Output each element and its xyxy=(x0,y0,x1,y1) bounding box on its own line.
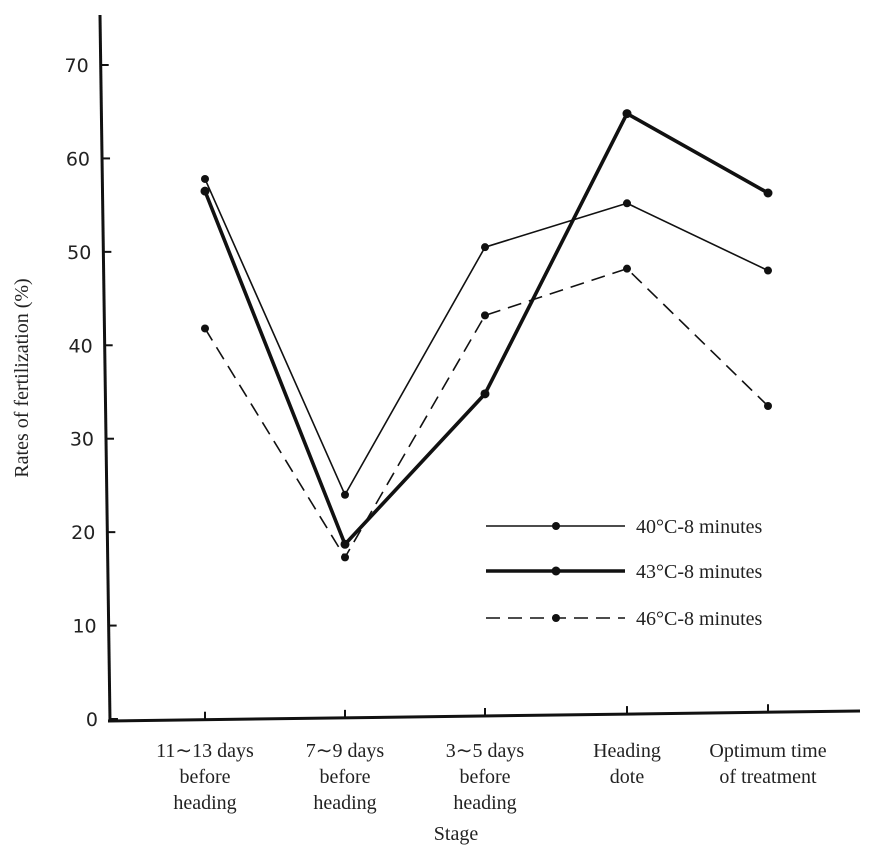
x-tick-label: 7∼9 days before heading xyxy=(306,740,385,814)
series-2 xyxy=(200,109,773,549)
data-point xyxy=(764,266,772,275)
axes xyxy=(98,14,861,723)
data-point xyxy=(201,174,209,183)
legend-swatch-marker xyxy=(551,566,561,576)
x-tick-label-line: 3∼5 days xyxy=(446,740,525,762)
x-tick-label-line: heading xyxy=(313,792,376,814)
x-tick-label-line: before xyxy=(319,766,370,788)
legend-swatch-marker xyxy=(552,614,560,622)
y-axis-line xyxy=(98,14,112,722)
series-line xyxy=(204,178,769,496)
x-tick-label-line: heading xyxy=(453,792,516,814)
x-axis-ticks: 11∼13 days before heading 7∼9 days before hea… xyxy=(156,704,827,814)
data-point xyxy=(481,311,489,320)
y-tick-label: 10 xyxy=(72,616,96,638)
x-axis-line xyxy=(107,709,861,723)
x-tick-label-line: 7∼9 days xyxy=(306,740,385,762)
legend-swatch-marker xyxy=(552,522,560,530)
x-axis-title: Stage xyxy=(434,823,479,845)
legend: 40°C-8 minutes 43°C-8 minutes 46°C-8 minut… xyxy=(486,516,763,630)
y-tick-label: 40 xyxy=(68,335,92,357)
data-point xyxy=(480,389,490,399)
data-point xyxy=(200,186,210,196)
y-tick-label: 20 xyxy=(71,522,95,544)
x-tick-label-line: of treatment xyxy=(719,766,817,788)
legend-item: 43°C-8 minutes xyxy=(486,561,763,583)
x-tick-label: Optimum time of treatment xyxy=(709,740,826,788)
x-tick-label-line: heading xyxy=(173,792,236,814)
series-line xyxy=(204,267,769,559)
y-axis-ticks: 0 10 20 30 40 50 60 70 xyxy=(65,55,118,731)
legend-item: 40°C-8 minutes xyxy=(486,516,763,538)
y-tick-label: 50 xyxy=(67,242,91,264)
x-tick-label-line: Heading xyxy=(593,740,661,762)
y-tick-label: 60 xyxy=(66,148,90,170)
x-tick-label-line: before xyxy=(459,766,510,788)
x-tick-label: Heading dote xyxy=(593,740,661,788)
data-point xyxy=(201,324,209,333)
data-point xyxy=(623,199,631,208)
x-tick-label-line: before xyxy=(179,766,230,788)
data-point xyxy=(481,243,489,252)
series-3 xyxy=(201,264,772,562)
x-tick-label-line: 11∼13 days xyxy=(156,740,254,762)
data-point xyxy=(340,539,350,549)
legend-item: 46°C-8 minutes xyxy=(486,608,763,630)
data-point xyxy=(341,553,349,562)
x-tick-label: 11∼13 days before heading xyxy=(156,740,254,814)
series-1 xyxy=(201,174,772,499)
data-point xyxy=(623,264,631,273)
legend-label: 40°C-8 minutes xyxy=(636,516,763,538)
data-point xyxy=(763,188,773,198)
x-tick-label: 3∼5 days before heading xyxy=(446,740,525,814)
x-tick-label-line: dote xyxy=(610,766,645,788)
data-point xyxy=(341,490,349,499)
y-tick-label: 0 xyxy=(86,709,98,731)
y-axis-title: Rates of fertilization (%) xyxy=(11,278,33,477)
data-point xyxy=(622,109,632,119)
x-tick-label-line: Optimum time xyxy=(709,740,826,762)
legend-label: 43°C-8 minutes xyxy=(636,561,763,583)
series-line xyxy=(203,111,769,547)
legend-label: 46°C-8 minutes xyxy=(636,608,763,630)
y-tick-label: 30 xyxy=(70,429,94,451)
series-layer xyxy=(200,109,773,562)
data-point xyxy=(764,402,772,411)
y-tick-label: 70 xyxy=(65,55,89,77)
